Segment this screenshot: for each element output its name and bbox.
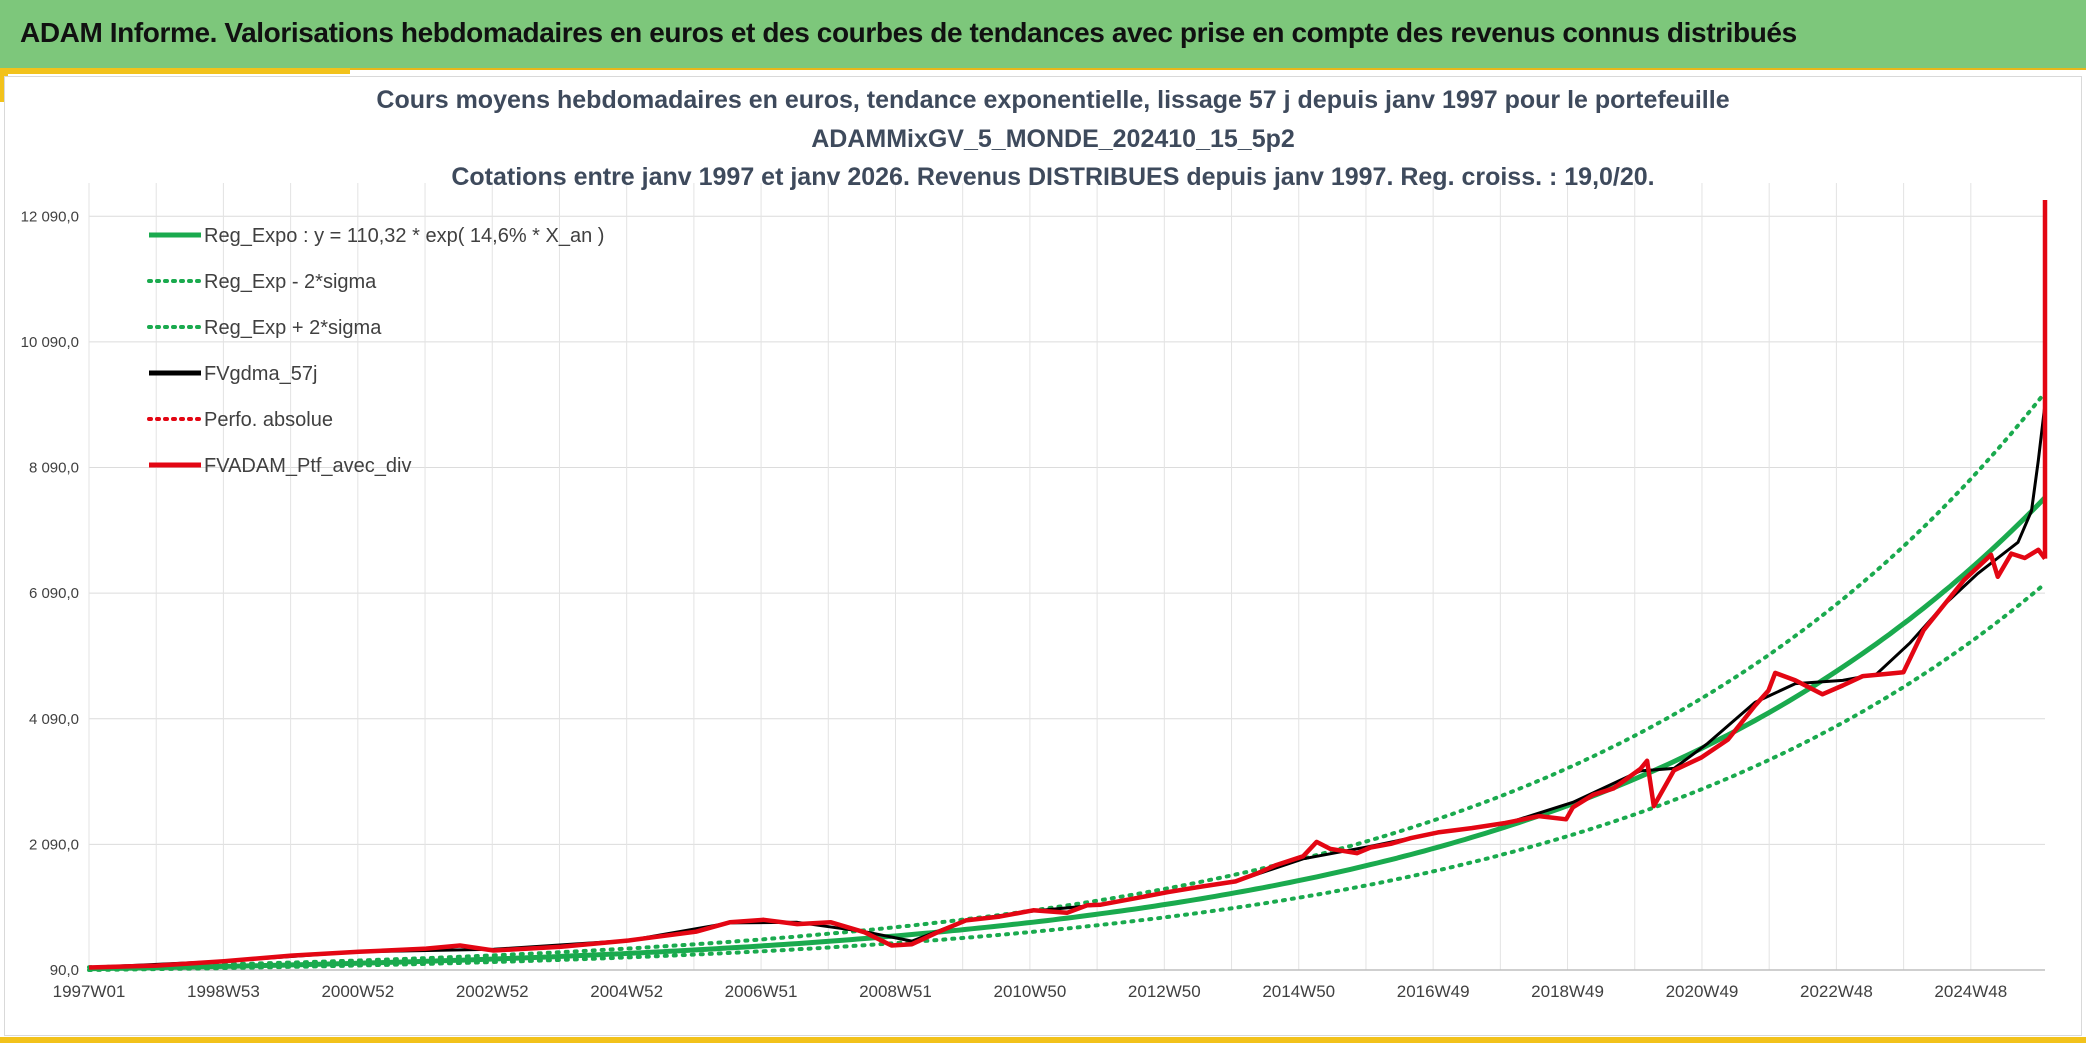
y-tick-label: 90,0: [50, 962, 79, 979]
legend-label: Reg_Expo : y = 110,32 * exp( 14,6% * X_a…: [204, 225, 604, 247]
accent-stripe-bottom: [0, 1037, 2086, 1043]
chart: Cours moyens hebdomadaires en euros, ten…: [21, 86, 2048, 1001]
x-tick-label: 2018W49: [1531, 982, 1604, 1001]
header-bar: ADAM Informe. Valorisations hebdomadaire…: [0, 0, 2086, 70]
chart-series: [87, 200, 2048, 972]
x-tick-label: 2014W50: [1262, 982, 1335, 1001]
x-tick-label: 2024W48: [1934, 982, 2007, 1001]
chart-title-line: Cotations entre janv 1997 et janv 2026. …: [451, 163, 1654, 191]
page-title: ADAM Informe. Valorisations hebdomadaire…: [20, 17, 1797, 48]
x-tick-label: 2000W52: [321, 982, 394, 1001]
series-fvgdma-57j: [88, 403, 2047, 969]
legend-label: FVADAM_Ptf_avec_div: [204, 455, 412, 477]
x-tick-label: 1998W53: [187, 982, 260, 1001]
x-tick-label: 2006W51: [725, 982, 798, 1001]
y-tick-label: 6 090,0: [29, 585, 79, 602]
x-tick-label: 2022W48: [1800, 982, 1873, 1001]
accent-stripe-top: [0, 68, 350, 74]
legend-label: Reg_Exp + 2*sigma: [204, 317, 382, 339]
series-fvadam-ptf-avec-div: [88, 547, 2047, 970]
y-tick-label: 10 090,0: [21, 334, 79, 351]
x-tick-label: 2016W49: [1397, 982, 1470, 1001]
legend-label: Perfo. absolue: [204, 409, 333, 431]
y-tick-label: 8 090,0: [29, 460, 79, 477]
chart-title-line: Cours moyens hebdomadaires en euros, ten…: [376, 86, 1729, 114]
y-tick-label: 12 090,0: [21, 208, 79, 225]
x-tick-label: 2010W50: [994, 982, 1067, 1001]
x-tick-label: 2008W51: [859, 982, 932, 1001]
y-tick-label: 4 090,0: [29, 711, 79, 728]
chart-title-line: ADAMMixGV_5_MONDE_202410_15_5p2: [811, 125, 1295, 153]
legend-label: Reg_Exp - 2*sigma: [204, 271, 377, 293]
chart-panel: Cours moyens hebdomadaires en euros, ten…: [4, 76, 2082, 1036]
x-tick-label: 2004W52: [590, 982, 663, 1001]
y-tick-label: 2 090,0: [29, 836, 79, 853]
series-reg-expo: [88, 495, 2047, 972]
series-reg-exp-plus-2sigma: [87, 390, 2047, 970]
x-tick-label: 2012W50: [1128, 982, 1201, 1001]
chart-title-block: Cours moyens hebdomadaires en euros, ten…: [376, 86, 1729, 191]
y-axis-ticks: 90,0 2 090,0 4 090,0 6 090,0 8 090,0 10 090,0…: [21, 208, 79, 979]
grid: [88, 183, 2045, 971]
x-axis-ticks: 1997W01 1998W53 2000W52 2002W52 2004W52 2006W…: [53, 982, 2008, 1001]
legend: Reg_Expo : y = 110,32 * exp( 14,6% * X_a…: [147, 225, 604, 477]
legend-label: FVgdma_57j: [204, 363, 317, 385]
x-tick-label: 1997W01: [53, 982, 126, 1001]
x-tick-label: 2020W49: [1666, 982, 1739, 1001]
x-tick-label: 2002W52: [456, 982, 529, 1001]
